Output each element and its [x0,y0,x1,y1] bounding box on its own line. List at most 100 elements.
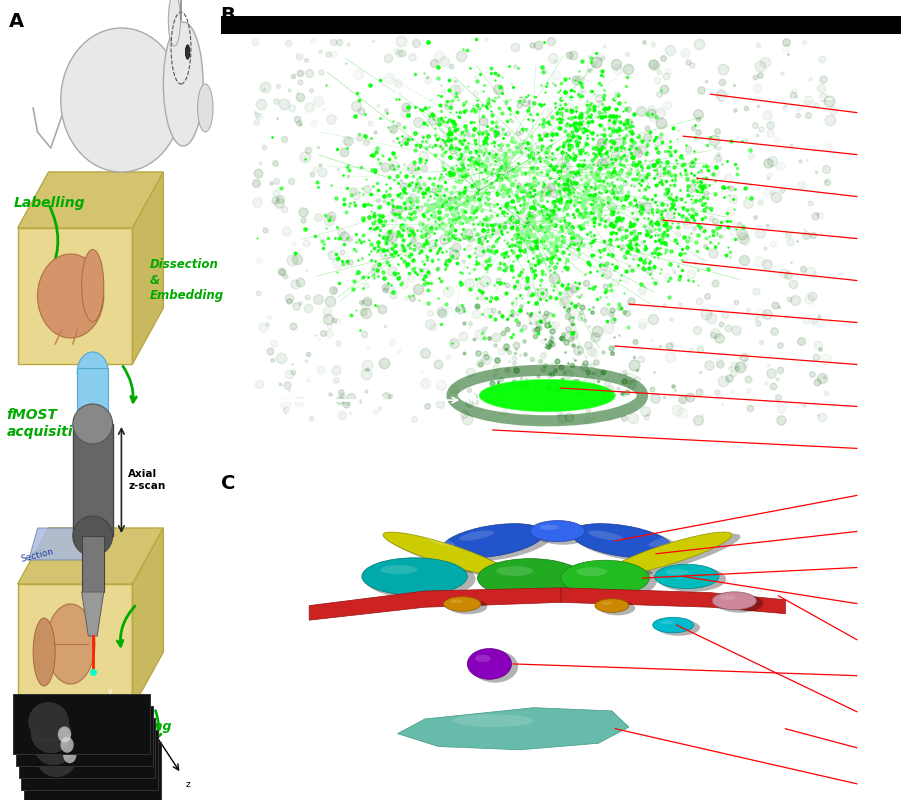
Text: A: A [9,12,24,31]
Bar [82,536,104,592]
Polygon shape [18,584,132,708]
Ellipse shape [73,516,113,556]
Ellipse shape [478,558,583,598]
Ellipse shape [531,521,585,542]
Ellipse shape [610,534,741,579]
Ellipse shape [468,649,512,679]
Ellipse shape [32,714,71,753]
Text: RCN: RCN [859,402,883,411]
Text: R: R [360,395,369,405]
Text: x: x [132,699,137,709]
Ellipse shape [168,0,180,46]
Ellipse shape [423,535,455,546]
Ellipse shape [386,534,516,579]
Ellipse shape [445,526,551,562]
Ellipse shape [496,566,532,576]
Text: ACN: ACN [859,107,883,118]
Text: AF: AF [860,526,875,537]
Ellipse shape [595,598,629,613]
Text: y: y [108,686,113,695]
Bar [22,730,158,790]
Text: PVN: PVN [859,191,883,202]
Ellipse shape [34,726,74,765]
Ellipse shape [472,650,518,682]
Polygon shape [132,528,163,708]
Text: B: B [221,6,235,25]
Ellipse shape [77,412,108,444]
Ellipse shape [607,532,732,575]
Ellipse shape [712,592,757,610]
Text: M: M [466,395,477,405]
Text: PPi: PPi [860,779,879,789]
Ellipse shape [443,597,481,611]
Ellipse shape [452,714,533,727]
Ellipse shape [720,595,735,600]
Text: SON: SON [860,706,885,717]
Ellipse shape [58,726,71,742]
Bar [221,16,901,34]
Text: 200 μm: 200 μm [286,408,323,418]
Polygon shape [132,172,163,364]
Polygon shape [560,588,786,614]
Polygon shape [18,528,163,584]
Text: ACN: ACN [860,490,885,501]
Polygon shape [397,708,629,750]
Ellipse shape [601,602,613,605]
Ellipse shape [652,618,694,633]
Ellipse shape [186,45,190,59]
Text: Image pre-processing: Image pre-processing [18,720,171,733]
Bar [73,424,113,536]
Bar [14,694,150,754]
Ellipse shape [659,566,726,592]
Ellipse shape [560,560,650,596]
Ellipse shape [60,28,182,172]
Text: z: z [186,780,190,789]
Ellipse shape [716,594,763,613]
Ellipse shape [649,535,680,546]
Text: PPi: PPi [859,443,878,454]
Text: RCN: RCN [860,742,885,753]
Ellipse shape [534,522,591,545]
Bar [23,742,160,800]
Ellipse shape [163,22,203,146]
Ellipse shape [571,524,673,558]
Text: AF: AF [859,150,874,159]
Ellipse shape [666,569,688,575]
Ellipse shape [599,601,635,615]
Ellipse shape [38,254,104,338]
Ellipse shape [46,604,95,684]
Polygon shape [309,588,560,620]
Ellipse shape [82,250,104,322]
Ellipse shape [480,560,591,601]
Text: PoF: PoF [860,598,882,609]
Bar [77,368,108,428]
Text: C: C [221,474,235,493]
Ellipse shape [73,404,113,444]
Text: CiN: CiN [860,670,880,681]
Polygon shape [24,552,95,584]
Ellipse shape [475,654,490,662]
Ellipse shape [654,564,719,589]
Ellipse shape [362,558,468,595]
Ellipse shape [479,379,615,411]
Ellipse shape [540,525,559,530]
Ellipse shape [37,738,77,777]
Ellipse shape [450,599,463,603]
Bar [19,718,155,778]
Ellipse shape [29,702,68,741]
Ellipse shape [197,84,213,132]
Text: Nmfb: Nmfb [860,634,892,645]
Ellipse shape [365,559,476,598]
Ellipse shape [380,565,417,574]
Ellipse shape [63,747,77,763]
Text: Axial
z-scan: Axial z-scan [128,469,165,490]
Polygon shape [29,528,99,560]
Ellipse shape [657,619,700,636]
Polygon shape [82,592,104,636]
Ellipse shape [33,618,55,686]
Text: D: D [414,358,423,368]
Ellipse shape [564,562,657,599]
Ellipse shape [588,530,623,541]
Text: SON: SON [859,359,884,370]
Ellipse shape [574,526,681,562]
